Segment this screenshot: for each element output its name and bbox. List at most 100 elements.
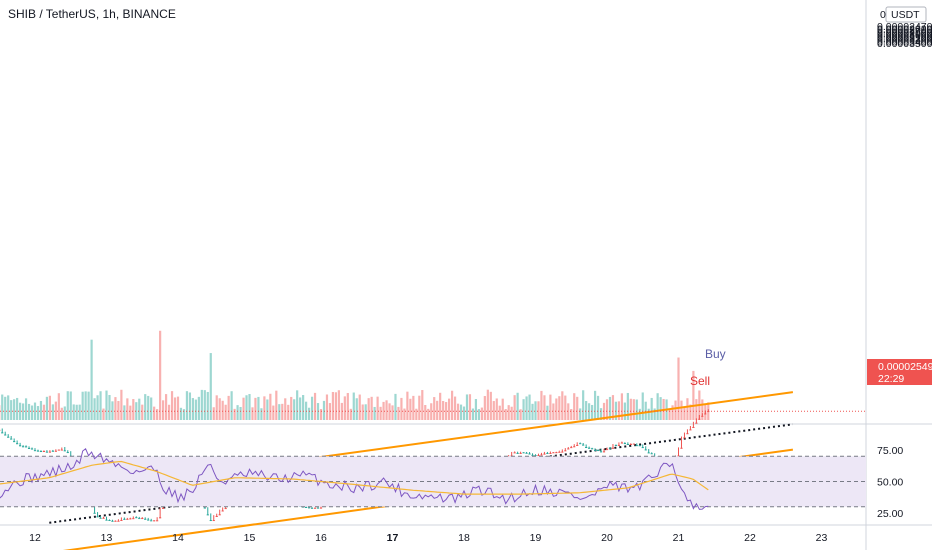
volume-bar — [69, 391, 72, 420]
candle-body — [543, 453, 546, 455]
volume-bar — [272, 405, 275, 420]
volume-bar — [543, 395, 546, 420]
sell-annotation: Sell — [690, 374, 710, 388]
volume-bar — [468, 394, 472, 420]
candle-body — [153, 520, 156, 522]
volume-bar — [111, 401, 114, 420]
volume-bar — [701, 399, 704, 420]
time-tick-label: 19 — [530, 532, 542, 544]
candle-body — [552, 452, 555, 454]
currency-badge-box[interactable] — [885, 6, 927, 23]
volume-bar — [16, 397, 19, 420]
candle-body — [689, 429, 692, 431]
buy-annotation: Buy — [705, 347, 726, 361]
rsi-tick-label: 75.00 — [877, 445, 903, 457]
volume-bar — [570, 409, 573, 420]
rsi-tick-label: 50.00 — [877, 477, 903, 489]
candle-body — [516, 452, 519, 454]
volume-bar — [24, 398, 28, 420]
last-price-badge — [867, 359, 932, 385]
candle-body — [677, 455, 680, 457]
volume-bar — [281, 403, 284, 420]
volume-bar — [42, 404, 46, 420]
volume-bar — [179, 407, 183, 420]
volume-bar — [266, 399, 269, 420]
time-tick-label: 21 — [673, 532, 685, 544]
candle-body — [522, 452, 525, 454]
candle-body — [108, 519, 111, 521]
candle-body — [629, 443, 632, 445]
time-tick-label: 14 — [172, 532, 184, 544]
volume-bar — [334, 392, 337, 420]
volume-bar — [275, 390, 278, 420]
candle-body — [704, 413, 707, 415]
volume-bar — [33, 402, 37, 420]
volume-bar — [355, 398, 358, 420]
time-tick-label: 17 — [387, 532, 399, 544]
volume-bar — [209, 353, 212, 420]
candle-body — [561, 451, 564, 453]
volume-bar — [418, 395, 421, 420]
volume-bar — [459, 404, 463, 420]
volume-bar — [599, 408, 603, 420]
volume-bar — [495, 398, 498, 420]
volume-bar — [567, 403, 570, 420]
volume-bar — [546, 405, 549, 420]
candle-body — [519, 452, 522, 454]
candle-body — [105, 519, 108, 521]
volume-bar — [129, 405, 132, 420]
volume-bar — [57, 393, 60, 420]
volume-bar — [483, 396, 486, 420]
volume-bar — [403, 408, 406, 420]
volume-bar — [72, 404, 75, 420]
candle-body — [159, 517, 162, 519]
candle-body — [117, 520, 120, 522]
volume-bar — [337, 390, 340, 420]
candle-body — [683, 437, 686, 439]
volume-bar — [617, 401, 621, 420]
candle-body — [30, 448, 34, 450]
volume-bar — [653, 408, 656, 420]
volume-bar — [293, 399, 296, 420]
volume-bar — [141, 404, 144, 420]
volume-bar — [99, 391, 102, 420]
candle-body — [558, 451, 561, 453]
price-tick-label: 0.00003200 — [877, 33, 932, 45]
volume-bar — [313, 392, 317, 420]
currency-badge[interactable]: USDT — [891, 9, 920, 21]
volume-bar — [448, 398, 451, 420]
candle-body — [54, 450, 57, 452]
candle-body — [48, 451, 51, 453]
volume-bar — [299, 397, 302, 420]
candle-body — [144, 518, 147, 520]
candle-body — [567, 448, 570, 450]
candle-body — [209, 520, 212, 522]
candle-body — [534, 455, 537, 457]
candle-body — [156, 520, 159, 522]
volume-bar — [552, 403, 555, 420]
candle-body — [626, 443, 629, 445]
candle-body — [111, 520, 114, 522]
volume-bar — [257, 396, 260, 420]
volume-bar — [525, 396, 528, 420]
volume-bar — [489, 391, 492, 420]
volume-bar — [159, 330, 162, 420]
volume-bar — [60, 407, 63, 420]
volume-bar — [278, 404, 281, 420]
volume-bar — [245, 395, 248, 420]
volume-bar — [647, 408, 650, 420]
volume-bar — [78, 404, 81, 420]
volume-bar — [66, 391, 69, 420]
last-price-countdown: 22:29 — [878, 373, 904, 385]
time-tick-label: 20 — [601, 532, 613, 544]
volume-bar — [290, 396, 293, 420]
volume-bar — [692, 370, 695, 420]
volume-bar — [480, 407, 483, 420]
volume-bar — [376, 396, 379, 420]
volume-bar — [173, 397, 177, 420]
volume-bar — [683, 407, 686, 420]
candle-body — [13, 441, 16, 443]
volume-bar — [203, 390, 206, 420]
time-tick-label: 15 — [244, 532, 256, 544]
